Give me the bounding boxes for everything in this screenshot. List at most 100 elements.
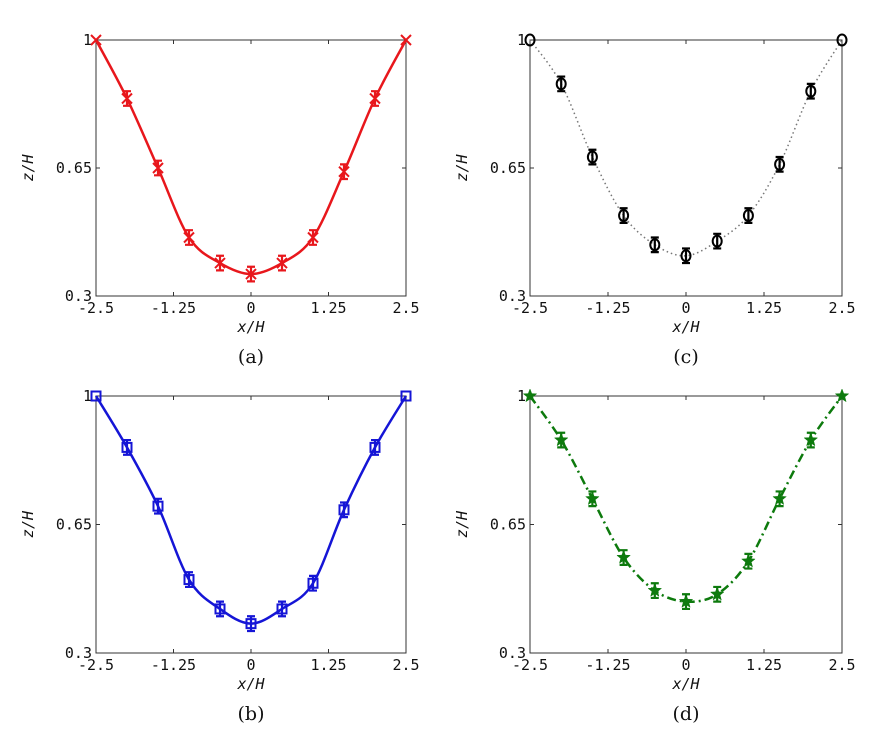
x-tick-label: 2.5	[392, 656, 419, 674]
plot-frame	[529, 395, 843, 654]
data-point-star	[647, 582, 663, 597]
data-point-star	[741, 553, 756, 568]
data-point-star	[616, 549, 631, 564]
x-tick-label: -1.25	[585, 656, 630, 674]
data-point-circle	[586, 150, 598, 164]
data-point-cross	[90, 34, 102, 46]
y-tick-label: 0.65	[56, 159, 92, 177]
data-point-star	[522, 388, 538, 403]
panel-caption: (c)	[673, 346, 698, 368]
x-tick-label: 1.25	[746, 656, 782, 674]
chart-panel-circle: -2.5 -1.25 0 1.25 2.5 0.3 0.65 1 x/H z/H (c)	[453, 31, 856, 368]
data-point-cross	[152, 162, 164, 174]
data-point-square	[400, 390, 412, 402]
data-point-square	[90, 390, 102, 402]
data-point-star	[709, 586, 725, 601]
x-tick-label: -2.5	[78, 656, 114, 674]
data-point-cross	[121, 92, 133, 105]
data-point-circle	[555, 77, 567, 91]
data-point-square	[183, 574, 195, 586]
data-point-circle	[680, 249, 692, 263]
y-axis-label: z/H	[453, 510, 471, 538]
data-point-square	[152, 500, 164, 512]
y-tick-label: 1	[517, 31, 526, 49]
series-line	[528, 395, 844, 603]
x-tick-label: 2.5	[392, 299, 419, 317]
data-point-square	[276, 603, 288, 615]
y-tick-label: 0.3	[65, 644, 92, 662]
y-tick-label: 0.3	[65, 287, 92, 305]
data-point-circle	[618, 209, 630, 223]
y-tick-label: 0.3	[499, 644, 526, 662]
plot-frame	[95, 395, 407, 654]
chart-panel-cross: -2.5 -1.25 0 1.25 2.5 0.3 0.65 1 x/H z/H (a)	[19, 31, 420, 368]
x-tick-label: 0	[681, 299, 690, 317]
data-point-square	[369, 441, 381, 453]
y-tick-label: 1	[83, 31, 92, 49]
x-tick-label: -1.25	[585, 299, 630, 317]
x-tick-label: 0	[246, 656, 255, 674]
y-tick-label: 0.65	[490, 159, 526, 177]
data-point-circle	[774, 157, 786, 171]
x-tick-label: -2.5	[512, 299, 548, 317]
data-point-cross	[276, 257, 288, 269]
y-axis-label: z/H	[453, 153, 471, 181]
panel-caption: (d)	[673, 703, 700, 725]
y-tick-label: 0.65	[56, 516, 92, 534]
x-tick-label: -2.5	[78, 299, 114, 317]
data-point-cross	[214, 257, 226, 269]
y-tick-label: 1	[83, 387, 92, 405]
x-axis-label: x/H	[671, 675, 700, 693]
x-tick-label: 1.25	[746, 299, 782, 317]
data-point-circle	[524, 33, 536, 47]
y-tick-label: 0.3	[499, 287, 526, 305]
data-point-square	[121, 441, 133, 453]
x-axis-label: x/H	[671, 318, 700, 336]
series-line	[94, 395, 408, 625]
data-point-square	[338, 504, 350, 516]
y-axis-label: z/H	[19, 153, 37, 181]
data-point-star	[834, 388, 850, 403]
x-tick-label: 1.25	[310, 656, 346, 674]
panel-caption: (b)	[238, 703, 265, 725]
data-point-circle	[711, 234, 723, 248]
data-point-square	[214, 603, 226, 615]
x-tick-label: 1.25	[310, 299, 346, 317]
x-axis-label: x/H	[236, 318, 265, 336]
data-point-cross	[369, 92, 381, 105]
series-line	[529, 39, 843, 257]
data-point-star	[803, 432, 819, 447]
data-point-cross	[307, 231, 319, 244]
data-point-circle	[649, 238, 661, 252]
x-tick-label: 2.5	[828, 656, 855, 674]
x-tick-label: 2.5	[828, 299, 855, 317]
x-axis-label: x/H	[236, 675, 265, 693]
data-point-star	[678, 593, 694, 608]
x-tick-label: -1.25	[151, 656, 196, 674]
data-point-cross	[338, 165, 350, 178]
data-point-star	[553, 432, 569, 447]
data-point-cross	[183, 231, 195, 244]
data-point-star	[585, 491, 600, 506]
data-point-circle	[836, 33, 848, 47]
y-tick-label: 1	[517, 387, 526, 405]
data-point-square	[307, 577, 319, 589]
chart-panel-square: -2.5 -1.25 0 1.25 2.5 0.3 0.65 1 x/H z/H (b)	[19, 387, 420, 725]
x-tick-label: 0	[246, 299, 255, 317]
y-tick-label: 0.65	[490, 516, 526, 534]
data-point-star	[772, 491, 787, 506]
series-line	[94, 39, 408, 276]
data-point-cross	[400, 34, 412, 46]
x-tick-label: -1.25	[151, 299, 196, 317]
data-point-cross	[245, 268, 257, 280]
panel-caption: (a)	[238, 346, 264, 368]
x-tick-label: 0	[681, 656, 690, 674]
data-point-square	[245, 618, 257, 630]
data-point-circle	[805, 84, 817, 98]
plot-frame	[95, 39, 407, 297]
data-point-circle	[742, 209, 754, 223]
chart-panel-star: -2.5 -1.25 0 1.25 2.5 0.3 0.65 1 x/H z/H (d)	[453, 387, 856, 725]
x-tick-label: -2.5	[512, 656, 548, 674]
y-axis-label: z/H	[19, 510, 37, 538]
